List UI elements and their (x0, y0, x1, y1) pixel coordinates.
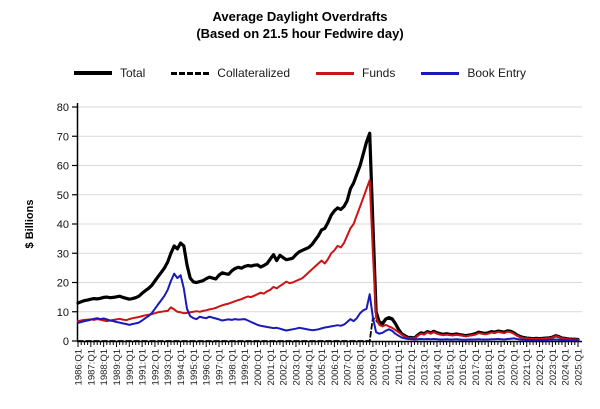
x-tick-label: 2014:Q1 (432, 349, 443, 385)
legend-swatch-funds (316, 71, 354, 75)
x-tick-label: 1987:Q1 (86, 349, 97, 385)
x-tick-label: 2016:Q1 (458, 349, 469, 385)
x-tick-label: 2005:Q1 (317, 349, 328, 385)
x-tick-label: 2022:Q1 (535, 349, 546, 385)
x-tick-label: 1999:Q1 (240, 349, 251, 385)
y-tick-label: 10 (57, 307, 69, 319)
x-tick-label: 1994:Q1 (176, 349, 187, 385)
legend-label: Funds (362, 66, 396, 80)
legend-label: Collateralized (217, 66, 290, 80)
x-tick-label: 1989:Q1 (112, 349, 123, 385)
chart-subtitle: (Based on 21.5 hour Fedwire day) (196, 26, 404, 41)
legend-item-book-entry: Book Entry (421, 66, 526, 80)
x-tick-label: 2002:Q1 (279, 349, 290, 385)
x-tick-label: 2010:Q1 (381, 349, 392, 385)
x-tick-label: 1988:Q1 (99, 349, 110, 385)
legend-label: Book Entry (467, 66, 527, 80)
x-tick-label: 1990:Q1 (125, 349, 136, 385)
legend-swatch-collateralized (171, 71, 210, 75)
x-tick-label: 1995:Q1 (189, 349, 200, 385)
x-tick-label: 2017:Q1 (471, 349, 482, 385)
x-tick-label: 2004:Q1 (304, 349, 315, 385)
y-tick-label: 70 (57, 131, 69, 143)
x-tick-label: 2001:Q1 (266, 349, 277, 385)
y-tick-label: 60 (57, 161, 69, 173)
x-tick-label: 2015:Q1 (445, 349, 456, 385)
series-line-book-entry (77, 272, 579, 342)
y-tick-label: 20 (57, 278, 69, 290)
y-tick-label: 50 (57, 190, 69, 202)
x-tick-label: 1997:Q1 (215, 349, 226, 385)
x-tick-label: 2009:Q1 (368, 349, 379, 385)
x-tick-label: 2024:Q1 (561, 349, 572, 385)
x-tick-label: 2025:Q1 (574, 349, 585, 385)
x-tick-label: 2021:Q1 (522, 349, 533, 385)
legend-item-funds: Funds (316, 66, 395, 80)
x-tick-label: 1986:Q1 (74, 349, 85, 385)
series-line-total (76, 131, 580, 342)
y-tick-label: 30 (57, 248, 69, 260)
x-tick-label: 2020:Q1 (509, 349, 520, 385)
x-tick-label: 2023:Q1 (548, 349, 559, 385)
x-tick-label: 2018:Q1 (484, 349, 495, 385)
y-tick-label: 40 (57, 219, 69, 231)
x-tick-label: 2012:Q1 (407, 349, 418, 385)
x-tick-label: 2000:Q1 (253, 349, 264, 385)
legend-swatch-total (73, 71, 112, 75)
x-tick-label: 1998:Q1 (227, 349, 238, 385)
x-tick-label: 2007:Q1 (343, 349, 354, 385)
legend-label: Total (119, 66, 146, 80)
legend-item-total: Total (73, 66, 146, 80)
x-tick-label: 1991:Q1 (138, 349, 149, 385)
series-line-funds (77, 179, 579, 341)
legend-item-collateralized: Collateralized (171, 66, 290, 80)
x-tick-label: 2011:Q1 (394, 349, 405, 385)
x-tick-label: 1992:Q1 (150, 349, 161, 385)
legend: Total Collateralized Funds Book Entry (0, 64, 600, 82)
legend-swatch-book-entry (421, 71, 460, 75)
y-tick-label: 0 (63, 336, 69, 348)
y-tick-label: 80 (57, 102, 69, 114)
x-tick-label: 1996:Q1 (202, 349, 213, 385)
x-tick-label: 1993:Q1 (163, 349, 174, 385)
x-tick-label: 2003:Q1 (291, 349, 302, 385)
x-tick-label: 2008:Q1 (356, 349, 367, 385)
x-tick-label: 2013:Q1 (420, 349, 431, 385)
series-line-collateralized (77, 316, 579, 342)
x-tick-label: 2019:Q1 (497, 349, 508, 385)
chart-title: Average Daylight Overdrafts (212, 9, 388, 24)
x-tick-label: 2006:Q1 (330, 349, 341, 385)
